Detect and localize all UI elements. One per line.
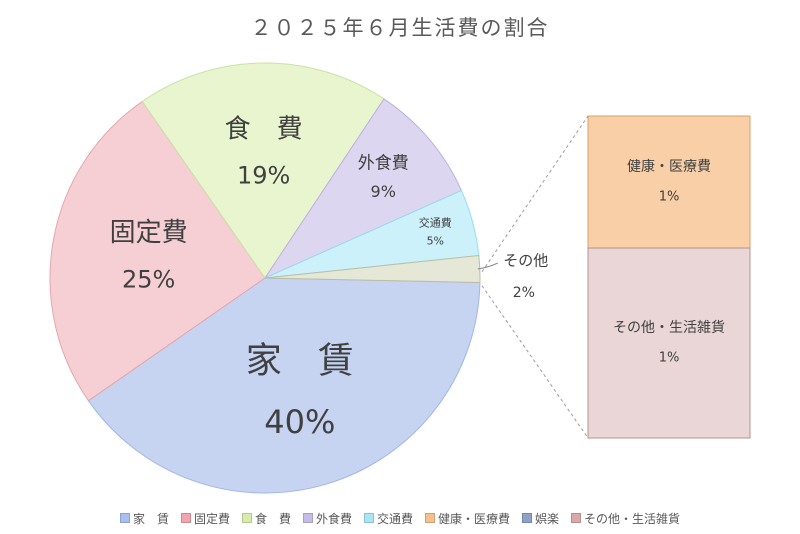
breakdown-label-name-1: その他・生活雑貨 — [613, 319, 725, 336]
legend-label: 健康・医療費 — [438, 511, 511, 526]
small-slice-leader-line — [477, 262, 499, 270]
legend-label: 娯楽 — [535, 511, 560, 526]
pie-slice-3 — [263, 98, 463, 280]
chart-title: ２０２５年６月生活費の割合 — [250, 16, 550, 40]
slice-label-percent-5: 2% — [513, 285, 535, 301]
legend-item: その他・生活雑貨 — [571, 510, 680, 527]
legend-swatch — [364, 513, 374, 523]
chart-legend: 家 賃 固定費 食 費 外食費 交通費 健康・医療費 娯楽 その他・生活雑貨 — [0, 508, 800, 528]
slice-label-percent-2: 19% — [237, 162, 290, 190]
legend-item: 家 賃 — [119, 510, 169, 527]
slice-label-name-2: 食 費 — [225, 114, 303, 144]
breakdown-label-name-0: 健康・医療費 — [627, 158, 711, 175]
legend-swatch — [522, 513, 533, 523]
breakdown-bar-segment-1 — [587, 247, 751, 439]
pie-slice-2 — [141, 62, 385, 279]
legend-item: 固定費 — [180, 510, 230, 527]
breakdown-bar-segment-0 — [587, 115, 751, 249]
slice-label-name-1: 固定費 — [110, 218, 188, 248]
breakdown-label-percent-1: 1% — [659, 351, 680, 366]
breakdown-connector-line-0 — [481, 115, 589, 273]
legend-swatch — [425, 513, 436, 523]
legend-item: 交通費 — [364, 510, 413, 527]
legend-label: 交通費 — [377, 511, 414, 526]
slice-label-name-4: 交通費 — [419, 215, 452, 229]
slice-label-percent-0: 40% — [264, 403, 335, 441]
legend-label: 家 賃 — [132, 511, 169, 526]
legend-item: 健康・医療費 — [425, 510, 510, 527]
legend-label: その他・生活雑貨 — [584, 511, 681, 526]
slice-label-percent-1: 25% — [122, 265, 175, 293]
breakdown-connector-line-1 — [481, 285, 589, 439]
legend-item: 外食費 — [302, 510, 352, 527]
legend-label: 外食費 — [315, 511, 352, 526]
slice-label-name-0: 家 賃 — [246, 341, 354, 382]
legend-label: 食 費 — [254, 511, 291, 526]
legend-item: 食 費 — [241, 510, 291, 527]
legend-label: 固定費 — [193, 511, 230, 526]
slice-label-name-5: その他 — [503, 251, 548, 269]
slice-label-percent-3: 9% — [371, 182, 396, 201]
legend-swatch — [180, 513, 191, 523]
slice-label-percent-4: 5% — [427, 234, 444, 247]
pie-slice-1 — [49, 100, 266, 402]
legend-swatch — [119, 513, 130, 523]
legend-swatch — [571, 513, 582, 523]
legend-swatch — [302, 513, 313, 523]
pie-slice-0 — [87, 277, 481, 494]
legend-swatch — [241, 513, 252, 523]
legend-item: 娯楽 — [522, 510, 559, 527]
breakdown-label-percent-0: 1% — [659, 190, 680, 205]
slice-label-name-3: 外食費 — [358, 154, 409, 174]
